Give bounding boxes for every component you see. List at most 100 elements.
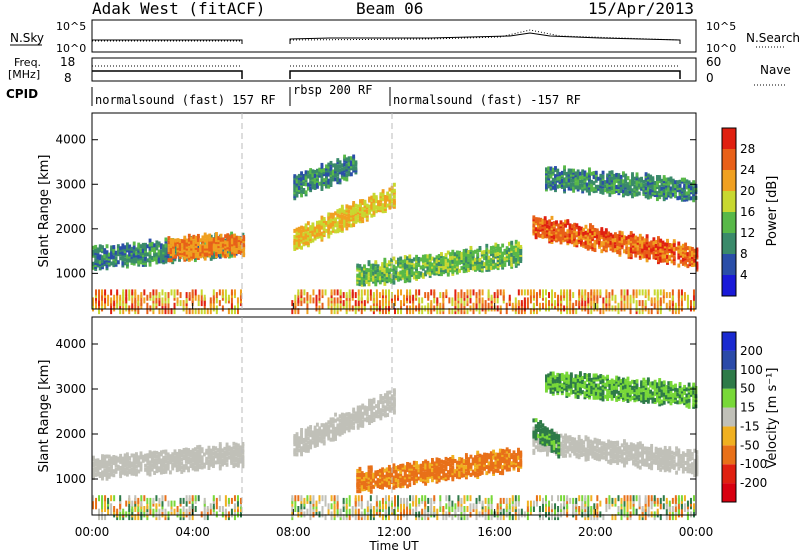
data-cell <box>128 252 132 257</box>
data-cell <box>239 242 243 247</box>
data-cell <box>227 252 231 257</box>
data-cell <box>387 485 391 490</box>
data-cell <box>674 186 677 191</box>
data-cell <box>315 180 319 185</box>
data-cell <box>437 470 441 475</box>
data-cell <box>349 217 353 222</box>
data-cell <box>199 254 203 259</box>
nave-tick-top: 60 <box>706 55 721 69</box>
data-cell <box>637 183 641 188</box>
data-cell <box>318 171 322 176</box>
data-cell <box>675 246 678 251</box>
data-cell <box>440 272 443 277</box>
data-cell <box>638 253 642 258</box>
data-cell <box>183 247 187 252</box>
data-cell <box>218 252 222 257</box>
data-cell <box>428 472 432 477</box>
data-cell <box>295 245 299 250</box>
data-cell <box>570 240 574 245</box>
data-cell <box>464 256 468 261</box>
data-cell <box>233 243 237 248</box>
data-cell <box>184 459 188 464</box>
data-cell <box>190 252 194 257</box>
data-cell <box>183 241 187 246</box>
data-cell <box>367 465 371 470</box>
data-cell <box>148 472 152 477</box>
data-cell <box>376 472 380 477</box>
data-cell <box>655 193 659 198</box>
data-cell <box>561 234 565 239</box>
data-cell <box>198 446 202 451</box>
data-cell <box>624 177 628 182</box>
data-cell <box>378 278 382 283</box>
data-cell <box>139 467 143 472</box>
data-cell <box>225 446 229 451</box>
data-cell <box>430 457 434 462</box>
data-cell <box>410 464 414 469</box>
data-cell <box>218 454 222 459</box>
data-cell <box>602 302 605 309</box>
data-cell <box>692 180 696 185</box>
data-cell <box>234 452 238 457</box>
data-cell <box>150 467 154 472</box>
data-cell <box>672 243 676 248</box>
data-cell <box>487 302 490 309</box>
data-cell <box>370 195 374 200</box>
data-cell <box>304 235 308 240</box>
data-cell <box>189 449 193 454</box>
data-cell <box>586 230 590 235</box>
data-cell <box>297 230 301 235</box>
data-cell <box>680 179 684 184</box>
data-cell <box>173 245 177 250</box>
data-cell <box>189 453 193 458</box>
data-cell <box>304 434 308 439</box>
data-cell <box>125 302 128 309</box>
data-cell <box>369 475 373 480</box>
data-cell <box>96 259 100 264</box>
data-cell <box>689 188 693 193</box>
data-cell <box>107 294 110 301</box>
data-cell <box>606 189 610 194</box>
data-cell <box>121 464 125 469</box>
data-cell <box>589 241 592 246</box>
data-cell <box>203 246 207 251</box>
data-cell <box>617 302 620 309</box>
data-cell <box>417 270 421 275</box>
data-cell <box>336 176 340 181</box>
data-cell <box>164 457 168 462</box>
data-cell <box>440 270 443 275</box>
data-cell <box>625 240 629 245</box>
data-cell <box>157 466 161 471</box>
data-cell <box>110 470 113 475</box>
data-cell <box>349 421 353 426</box>
data-cell <box>387 464 391 469</box>
data-cell <box>419 477 423 482</box>
data-cell <box>440 463 443 468</box>
data-cell <box>426 264 430 269</box>
data-cell <box>478 268 482 273</box>
data-cell <box>92 249 95 254</box>
data-cell <box>103 250 107 255</box>
data-cell <box>210 251 214 256</box>
data-cell <box>333 289 336 296</box>
data-cell <box>343 174 347 179</box>
data-cell <box>549 182 553 187</box>
data-cell <box>189 451 193 456</box>
data-cell <box>679 259 683 264</box>
data-cell <box>679 253 683 258</box>
data-cell <box>315 294 318 301</box>
data-cell <box>437 478 441 483</box>
data-cell <box>383 393 387 398</box>
data-cell <box>386 413 390 418</box>
data-cell <box>304 237 308 242</box>
data-cell <box>311 430 315 435</box>
data-cell <box>221 239 225 244</box>
data-cell <box>676 180 680 185</box>
data-cell <box>176 246 180 251</box>
data-cell <box>496 266 500 271</box>
data-cell <box>679 245 683 250</box>
data-cell <box>494 242 498 247</box>
data-cell <box>618 250 622 255</box>
data-cell <box>665 292 668 299</box>
data-cell <box>485 261 489 266</box>
